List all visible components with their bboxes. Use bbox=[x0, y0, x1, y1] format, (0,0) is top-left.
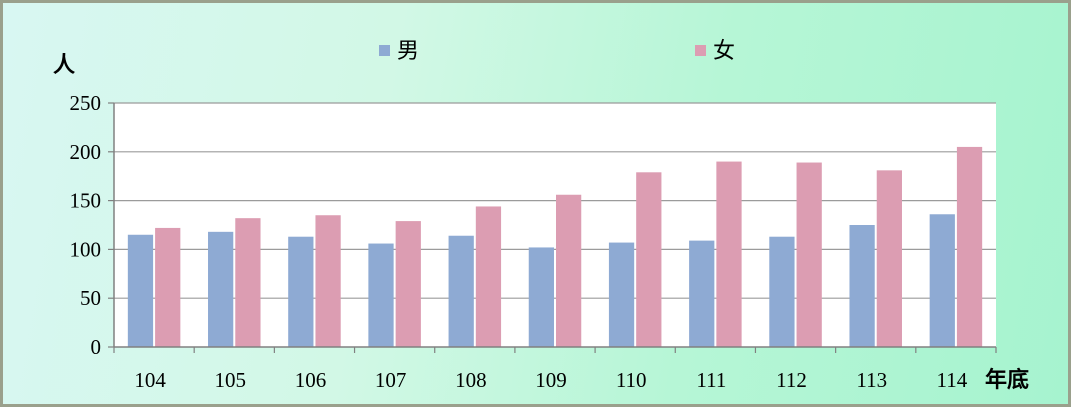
bar-female-108 bbox=[475, 206, 502, 347]
x-tick-label-109: 109 bbox=[535, 368, 567, 392]
x-tick-label-108: 108 bbox=[455, 368, 487, 392]
bar-female-113 bbox=[876, 170, 902, 347]
legend-swatch-male bbox=[379, 45, 390, 56]
legend-swatch-female bbox=[695, 45, 706, 56]
x-tick-labels: 104 105 106 107 108 109 110 111 112 113 114 bbox=[113, 347, 997, 392]
bar-male-107 bbox=[368, 243, 394, 347]
bar-male-104 bbox=[127, 234, 154, 347]
bar-male-114 bbox=[929, 214, 955, 347]
bar-male-110 bbox=[608, 242, 635, 347]
bar-female-106 bbox=[315, 215, 341, 347]
y-tick-label: 100 bbox=[70, 237, 102, 261]
y-tick-label: 0 bbox=[91, 335, 102, 359]
x-axis-label: 年底 bbox=[985, 367, 1029, 392]
bar-female-109 bbox=[556, 194, 582, 347]
legend-label-male: 男 bbox=[397, 38, 419, 63]
x-tick-label-113: 113 bbox=[856, 368, 887, 392]
bar-female-114 bbox=[956, 146, 983, 347]
x-tick-label-110: 110 bbox=[616, 368, 647, 392]
bar-male-106 bbox=[288, 236, 314, 347]
bar-male-109 bbox=[528, 247, 554, 347]
gridlines bbox=[108, 102, 996, 348]
legend-label-female: 女 bbox=[713, 38, 735, 63]
x-tick-label-114: 114 bbox=[937, 368, 968, 392]
x-tick-label-105: 105 bbox=[215, 368, 247, 392]
y-tick-label: 200 bbox=[70, 140, 102, 164]
x-tick-label-106: 106 bbox=[295, 368, 327, 392]
bar-male-105 bbox=[208, 231, 234, 347]
bar-female-110 bbox=[636, 172, 662, 347]
x-tick-label-112: 112 bbox=[776, 368, 807, 392]
legend: 男 女 bbox=[379, 38, 735, 63]
bar-female-105 bbox=[235, 218, 261, 347]
y-axis-label: 人 bbox=[53, 52, 75, 77]
bar-male-113 bbox=[849, 225, 875, 347]
bar-female-112 bbox=[796, 162, 822, 347]
x-tick-label-107: 107 bbox=[375, 368, 407, 392]
bar-female-111 bbox=[716, 161, 742, 347]
bar-male-111 bbox=[689, 240, 715, 347]
bar-chart: 0 50 100 150 200 250 104 105 106 107 108 109 110 111… bbox=[53, 38, 1029, 392]
y-tick-labels: 0 50 100 150 200 250 bbox=[70, 91, 102, 359]
bars bbox=[127, 146, 983, 347]
bar-female-107 bbox=[395, 221, 421, 347]
x-tick-label-104: 104 bbox=[134, 368, 166, 392]
plot-area bbox=[114, 103, 996, 347]
bar-male-108 bbox=[448, 235, 474, 347]
y-tick-label: 150 bbox=[70, 189, 102, 213]
bar-male-112 bbox=[769, 236, 795, 347]
x-tick-label-111: 111 bbox=[696, 368, 726, 392]
y-tick-label: 250 bbox=[70, 91, 102, 115]
y-tick-label: 50 bbox=[80, 286, 101, 310]
bar-female-104 bbox=[155, 227, 181, 347]
